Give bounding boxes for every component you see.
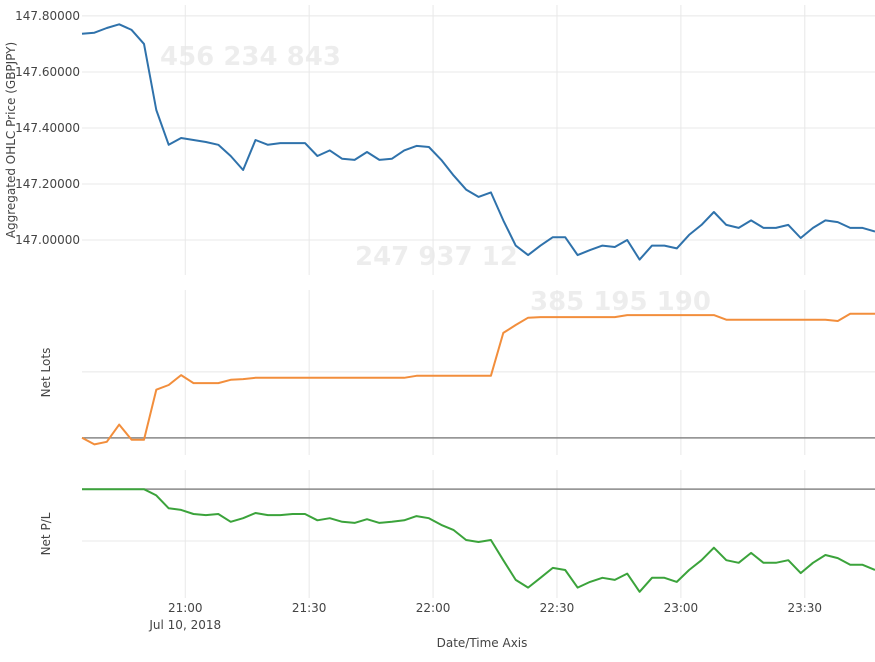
y-axis-title: Aggregated OHLC Price (GBPJPY) (4, 42, 18, 238)
y-tick-label: 147.40000 (15, 121, 80, 135)
line-series (81, 23, 875, 261)
y-axis-title: Net Lots (39, 348, 53, 398)
x-axis-title: Date/Time Axis (437, 636, 528, 650)
y-tick-label: 147.60000 (15, 65, 80, 79)
x-tick-label: 21:00 (168, 601, 203, 615)
line-series (81, 312, 875, 446)
y-tick-label: 147.20000 (15, 177, 80, 191)
x-date-label: Jul 10, 2018 (148, 618, 221, 632)
x-tick-label: 22:00 (416, 601, 451, 615)
y-axis-title: Net P/L (39, 512, 53, 555)
x-tick-label: 23:00 (664, 601, 699, 615)
x-tick-label: 21:30 (292, 601, 327, 615)
x-tick-label: 22:30 (540, 601, 575, 615)
watermark: 456 234 843 (160, 42, 341, 72)
line-series (82, 488, 875, 593)
y-tick-label: 147.80000 (15, 9, 80, 23)
x-tick-label: 23:30 (787, 601, 822, 615)
y-tick-label: 147.00000 (15, 233, 80, 247)
watermark: 247 937 12 (355, 242, 518, 272)
